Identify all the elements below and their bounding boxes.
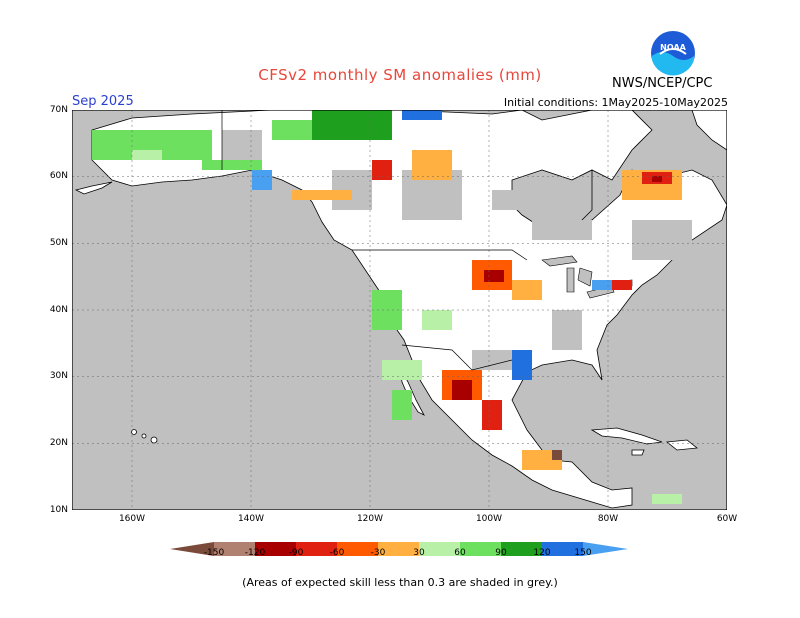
soil-moisture-map	[72, 110, 727, 510]
colorbar-swatch	[501, 542, 542, 556]
colorbar-swatch	[460, 542, 501, 556]
lon-label-60w: 60W	[716, 514, 738, 524]
lat-label-20n: 20N	[49, 438, 68, 448]
lon-label-160w: 160W	[118, 514, 146, 524]
footnote: (Areas of expected skill less than 0.3 a…	[242, 576, 558, 589]
lon-label-100w: 100W	[475, 514, 503, 524]
map-title: CFSv2 monthly SM anomalies (mm)	[258, 66, 542, 84]
colorbar-label: 120	[533, 548, 551, 558]
colorbar-label: -120	[244, 548, 266, 558]
lon-label-80w: 80W	[597, 514, 619, 524]
hawaii-island	[131, 429, 137, 435]
colorbar-label: -60	[329, 548, 345, 558]
jamaica	[631, 449, 645, 456]
lat-label-60n: 60N	[49, 171, 68, 181]
colorbar-swatch	[296, 542, 337, 556]
colorbar-label: -30	[370, 548, 386, 558]
colorbar-label: -90	[288, 548, 304, 558]
lon-label-140w: 140W	[237, 514, 265, 524]
agency-label: NWS/NCEP/CPC	[612, 76, 713, 91]
land-masses	[74, 110, 727, 509]
colorbar-swatch	[255, 542, 296, 556]
graticule	[72, 110, 727, 510]
forecast-month: Sep 2025	[72, 94, 134, 109]
political-borders	[221, 110, 528, 371]
colorbar-label: 90	[495, 548, 507, 558]
colorbar-label: 60	[454, 548, 466, 558]
colorbar-swatch	[337, 542, 378, 556]
lat-label-30n: 30N	[49, 371, 68, 381]
colorbar-swatch	[419, 542, 460, 556]
hawaii-island	[150, 436, 158, 444]
colorbar-swatch	[542, 542, 583, 556]
noaa-logo: NOAA	[651, 31, 695, 76]
colorbar-label: -150	[203, 548, 225, 558]
colorbar-label: 150	[574, 548, 592, 558]
aleutian-islands	[74, 181, 113, 195]
colorbar-right-arrow	[583, 542, 628, 556]
colorbar-label: 30	[413, 548, 425, 558]
lat-label-50n: 50N	[49, 238, 68, 248]
anomaly-cells	[92, 110, 682, 504]
lon-label-120w: 120W	[356, 514, 384, 524]
lat-label-70n: 70N	[49, 105, 68, 115]
colorbar-swatch	[214, 542, 255, 556]
hawaii-island	[141, 433, 147, 439]
hispaniola	[665, 439, 699, 451]
lat-label-40n: 40N	[49, 305, 68, 315]
cuba	[590, 427, 663, 445]
initial-conditions: Initial conditions: 1May2025-10May2025	[503, 96, 728, 109]
colorbar	[170, 542, 628, 556]
lat-label-10n: 10N	[49, 505, 68, 515]
colorbar-swatch	[378, 542, 419, 556]
logo-text: NOAA	[660, 43, 686, 52]
colorbar-left-arrow	[170, 542, 214, 556]
greenland	[691, 110, 727, 151]
